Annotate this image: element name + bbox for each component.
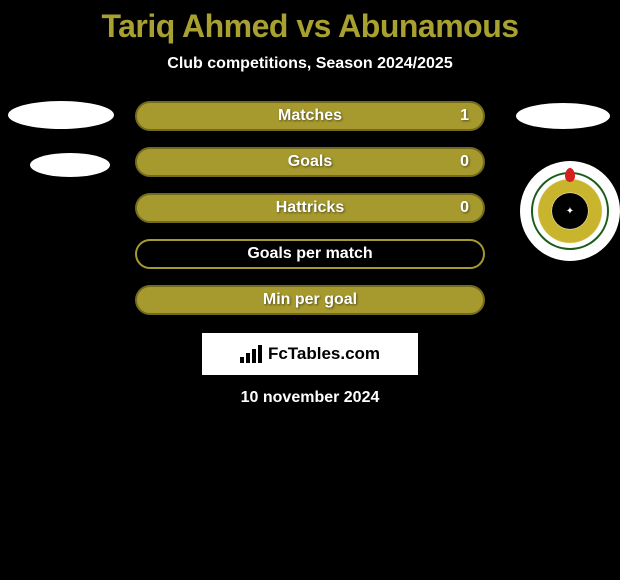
date-label: 10 november 2024 <box>241 389 380 407</box>
watermark-badge: FcTables.com <box>202 333 418 375</box>
club-badge-core: ✦ <box>552 193 588 229</box>
stat-row-goals: Goals 0 <box>135 147 485 177</box>
player-right-avatar-placeholder <box>516 103 610 129</box>
comparison-infographic: Tariq Ahmed vs Abunamous Club competitio… <box>0 0 620 407</box>
stat-label: Min per goal <box>263 291 357 309</box>
page-subtitle: Club competitions, Season 2024/2025 <box>167 55 452 73</box>
stats-rows: ✦ Matches 1 Goals 0 Hattricks 0 Goals pe… <box>0 101 620 315</box>
flame-icon <box>565 168 575 182</box>
stat-label: Goals <box>288 153 332 171</box>
stat-row-min-per-goal: Min per goal <box>135 285 485 315</box>
player-left-avatar-placeholder-2 <box>30 153 110 177</box>
stat-label: Hattricks <box>276 199 344 217</box>
club-badge-right: ✦ <box>520 161 620 261</box>
player-left-avatar-placeholder-1 <box>8 101 114 129</box>
stat-label: Goals per match <box>247 245 372 263</box>
stat-row-matches: Matches 1 <box>135 101 485 131</box>
page-title: Tariq Ahmed vs Abunamous <box>101 8 518 45</box>
watermark-text: FcTables.com <box>268 344 380 364</box>
stat-label: Matches <box>278 107 342 125</box>
bar-chart-icon <box>240 345 262 363</box>
stat-value-right: 1 <box>460 107 469 125</box>
stat-value-right: 0 <box>460 153 469 171</box>
club-badge-inner: ✦ <box>531 172 609 250</box>
stat-value-right: 0 <box>460 199 469 217</box>
stat-row-goals-per-match: Goals per match <box>135 239 485 269</box>
stat-row-hattricks: Hattricks 0 <box>135 193 485 223</box>
